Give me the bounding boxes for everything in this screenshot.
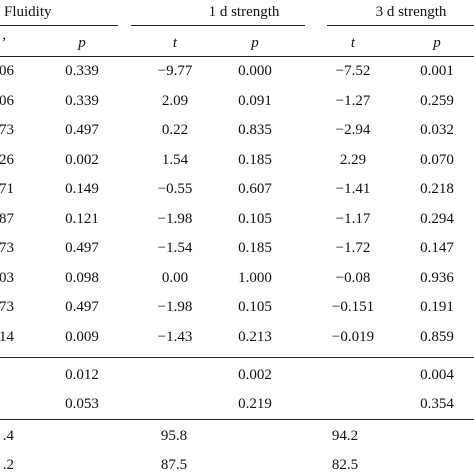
cell-d3-p: 0.259 — [420, 93, 454, 109]
cell-f-t: 03 — [0, 270, 14, 286]
cell-d1-t: 1.54 — [161, 152, 189, 168]
cell-d3-t: −7.52 — [335, 63, 371, 79]
cell-d3-t: −2.94 — [335, 122, 371, 138]
cell-d1-t: −0.55 — [157, 181, 193, 197]
cell-f-p: 0.098 — [65, 270, 99, 286]
cell-f-p: 0.339 — [65, 93, 99, 109]
cell-d3-t: −0.019 — [331, 329, 375, 345]
cell-d3-t: −1.72 — [335, 240, 371, 256]
footer-cell-f: .4 — [2, 428, 14, 444]
cell-d1-p: 0.105 — [238, 211, 272, 227]
cell-f-t: 06 — [0, 93, 14, 109]
cell-f-p: 0.497 — [65, 240, 99, 256]
cell-d1-t: −1.98 — [157, 211, 193, 227]
group-rule-3d — [327, 25, 474, 26]
cell-d1-t: −1.43 — [157, 329, 193, 345]
subheader-1d-t: t — [172, 35, 178, 51]
cell-d1-t: −1.98 — [157, 299, 193, 315]
cell-d1-t: −1.54 — [157, 240, 193, 256]
cell-f-p: 0.121 — [65, 211, 99, 227]
summary-top-rule — [0, 357, 474, 358]
cell-d3-p: 0.191 — [420, 299, 454, 315]
header-3d-strength: 3 d strength — [375, 4, 447, 20]
cell-f-p: 0.149 — [65, 181, 99, 197]
cell-f-t: 26 — [0, 152, 14, 168]
summary-cell-d3-p: 0.004 — [420, 367, 454, 383]
cell-f-p: 0.339 — [65, 63, 99, 79]
cell-f-p: 0.009 — [65, 329, 99, 345]
cell-f-t: 06 — [0, 63, 14, 79]
cell-d3-t: 2.29 — [339, 152, 367, 168]
cell-d1-t: 0.00 — [161, 270, 189, 286]
cell-f-t: 73 — [0, 299, 14, 315]
header-1d-strength: 1 d strength — [208, 4, 280, 20]
summary-cell-f-p: 0.053 — [65, 396, 99, 412]
cell-f-p: 0.497 — [65, 122, 99, 138]
cell-d3-p: 0.147 — [420, 240, 454, 256]
footer-cell-d3: 82.5 — [331, 457, 359, 473]
footer-cell-d1: 95.8 — [160, 428, 188, 444]
cell-d3-p: 0.001 — [420, 63, 454, 79]
summary-cell-d1-p: 0.002 — [238, 367, 272, 383]
footer-cell-f: .2 — [2, 457, 14, 473]
cell-d1-p: 0.607 — [238, 181, 272, 197]
cell-d1-p: 1.000 — [238, 270, 272, 286]
cell-d1-t: −9.77 — [157, 63, 193, 79]
cell-d3-t: −1.41 — [335, 181, 371, 197]
footer-cell-d1: 87.5 — [160, 457, 188, 473]
summary-cell-f-p: 0.012 — [65, 367, 99, 383]
cell-d1-p: 0.091 — [238, 93, 272, 109]
footer-cell-d3: 94.2 — [331, 428, 359, 444]
cell-d3-p: 0.070 — [420, 152, 454, 168]
summary-cell-d3-p: 0.354 — [420, 396, 454, 412]
cell-f-t: 14 — [0, 329, 14, 345]
subheader-3d-p: p — [433, 35, 441, 51]
cell-d3-p: 0.294 — [420, 211, 454, 227]
cell-d1-p: 0.835 — [238, 122, 272, 138]
cell-d3-t: −0.151 — [331, 299, 375, 315]
cell-d3-t: −0.08 — [335, 270, 371, 286]
cell-d1-p: 0.105 — [238, 299, 272, 315]
cell-d3-p: 0.218 — [420, 181, 454, 197]
subheader-1d-p: p — [251, 35, 259, 51]
cell-f-t: 73 — [0, 240, 14, 256]
footer-top-rule — [0, 419, 474, 420]
cell-f-p: 0.002 — [65, 152, 99, 168]
cell-d1-t: 0.22 — [161, 122, 189, 138]
cell-f-p: 0.497 — [65, 299, 99, 315]
group-rule-fluidity — [0, 25, 118, 26]
cell-f-t: 87 — [0, 211, 14, 227]
cell-d3-p: 0.032 — [420, 122, 454, 138]
cell-d1-p: 0.185 — [238, 152, 272, 168]
cell-d1-p: 0.185 — [238, 240, 272, 256]
subheader-3d-t: t — [350, 35, 356, 51]
cell-d3-t: −1.17 — [335, 211, 371, 227]
group-rule-1d — [131, 25, 305, 26]
cell-d3-p: 0.936 — [420, 270, 454, 286]
cell-f-t: 73 — [0, 122, 14, 138]
subheader-fluidity-p: p — [78, 35, 86, 51]
header-fluidity: Fluidity — [4, 4, 52, 20]
header-bottom-rule — [0, 56, 474, 57]
cell-d1-t: 2.09 — [161, 93, 189, 109]
subheader-fluidity-t: ’ — [0, 35, 6, 51]
cell-d1-p: 0.000 — [238, 63, 272, 79]
summary-cell-d1-p: 0.219 — [238, 396, 272, 412]
cell-d3-t: −1.27 — [335, 93, 371, 109]
cell-d1-p: 0.213 — [238, 329, 272, 345]
cell-d3-p: 0.859 — [420, 329, 454, 345]
cell-f-t: 71 — [0, 181, 14, 197]
